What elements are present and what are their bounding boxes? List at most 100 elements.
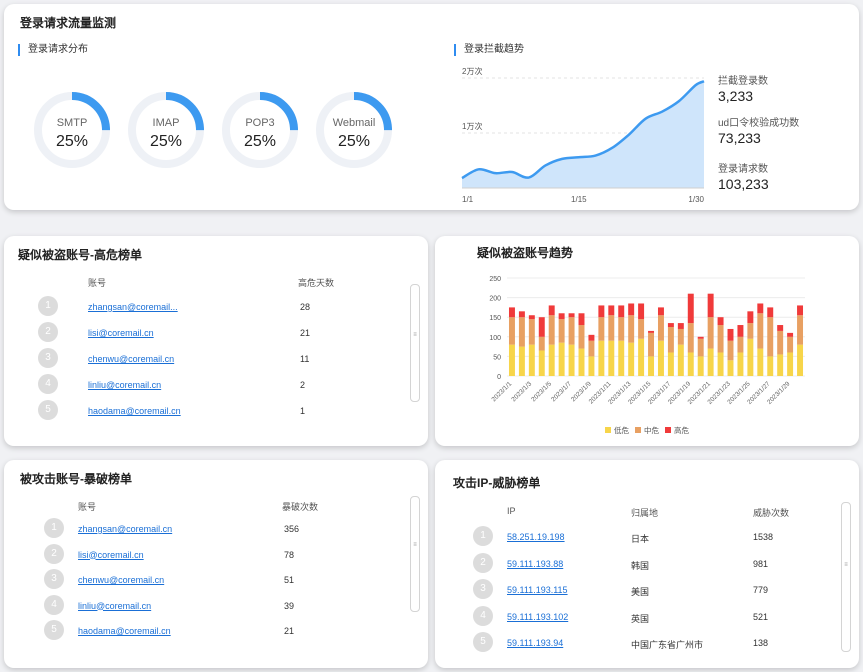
bar-segment <box>717 352 724 376</box>
bar-segment <box>528 344 535 376</box>
threat-count-value: 521 <box>753 611 769 622</box>
ip-link[interactable]: 59.111.193.115 <box>507 585 568 595</box>
trend-x-tick: 1/1 <box>462 195 474 204</box>
bar-segment <box>667 352 674 376</box>
rank-badge: 3 <box>38 348 58 368</box>
bar-segment <box>598 305 605 318</box>
bar-y-tick: 250 <box>489 276 501 283</box>
account-link[interactable]: haodama@coremail.cn <box>78 626 171 636</box>
brute-count-value: 21 <box>284 626 295 636</box>
threat-col-location: 归属地 <box>631 508 659 518</box>
bar-segment <box>568 313 575 318</box>
legend-swatch <box>665 427 671 433</box>
scroll-grip-icon[interactable]: ≡ <box>413 332 417 338</box>
ip-location-value: 韩国 <box>631 560 650 571</box>
donut-percent-value: 25% <box>243 133 277 150</box>
bar-segment <box>777 330 784 355</box>
high-risk-days-value: 1 <box>300 406 306 416</box>
rank-badge: 4 <box>473 605 493 626</box>
ip-link[interactable]: 59.111.193.94 <box>507 638 564 648</box>
bar-segment <box>757 313 764 349</box>
trend-x-tick: 1/15 <box>571 195 587 204</box>
scroll-grip-icon[interactable]: ≡ <box>413 542 417 548</box>
bar-segment <box>588 334 595 341</box>
donut-percent-value: 25% <box>149 133 183 150</box>
bar-segment <box>518 346 525 376</box>
donut-protocol-label: POP3 <box>245 117 275 129</box>
bar-segment <box>737 352 744 376</box>
brute-count-value: 356 <box>284 524 300 534</box>
bar-segment <box>757 348 764 376</box>
bar-segment <box>628 315 635 343</box>
donut-ring <box>316 92 392 168</box>
bar-segment <box>618 305 625 318</box>
bar-x-tick: 2023/1/1 <box>491 380 514 403</box>
traffic-monitor-title: 登录请求流量监测 <box>20 16 117 30</box>
threat-count-value: 138 <box>753 638 769 648</box>
donut-arc <box>34 92 110 168</box>
bar-segment <box>687 323 694 353</box>
donut-protocol-label: SMTP <box>56 117 88 129</box>
bar-segment <box>558 319 565 343</box>
bar-segment <box>618 340 625 376</box>
rank-badge: 5 <box>44 620 64 640</box>
donut-arc <box>222 92 298 168</box>
high-risk-scrollbar[interactable]: ≡ <box>410 284 420 402</box>
bar-segment <box>787 336 794 353</box>
account-link[interactable]: linliu@coremail.cn <box>88 380 162 390</box>
bar-segment <box>538 336 545 351</box>
threat-ip-title: 攻击IP-威胁榜单 <box>453 476 541 490</box>
ip-location-value: 日本 <box>631 534 650 544</box>
bar-segment <box>727 328 734 341</box>
ip-link[interactable]: 59.111.193.102 <box>507 611 569 622</box>
bar-segment <box>697 336 704 339</box>
bar-y-tick: 100 <box>489 335 501 342</box>
bar-segment <box>687 293 694 324</box>
ip-link[interactable]: 58.251.19.198 <box>507 532 565 542</box>
ip-link[interactable]: 59.111.193.88 <box>507 558 564 569</box>
bar-segment <box>588 356 595 376</box>
bar-segment <box>638 338 645 376</box>
bar-x-tick: 2023/1/3 <box>510 380 533 403</box>
brute-force-card: 被攻击账号-暴破榜单 账号 暴破次数 1 zhangsan@coremail.cn… <box>4 460 428 668</box>
bar-segment <box>707 348 714 376</box>
trend-y-tick: 2万次 <box>462 66 482 76</box>
account-link[interactable]: haodama@coremail.cn <box>88 406 181 416</box>
bar-segment <box>747 338 754 376</box>
bar-segment <box>737 336 744 353</box>
bar-segment <box>648 332 655 357</box>
account-link[interactable]: chenwu@coremail.cn <box>78 575 165 585</box>
account-link[interactable]: chenwu@coremail.cn <box>88 354 175 364</box>
high-risk-days-value: 11 <box>300 354 310 364</box>
high-risk-days-value: 2 <box>300 380 306 390</box>
bar-segment <box>717 325 724 353</box>
high-risk-card: 疑似被盗账号-高危榜单 账号 高危天数 1 zhangsan@coremail..… <box>4 236 428 446</box>
account-link[interactable]: lisi@coremail.cn <box>78 549 144 560</box>
account-link[interactable]: zhangsan@coremail... <box>88 302 178 312</box>
bar-segment <box>608 305 615 316</box>
bar-segment <box>568 317 575 345</box>
scroll-grip-icon[interactable]: ≡ <box>844 562 848 568</box>
bar-segment <box>598 340 605 376</box>
account-link[interactable]: linliu@coremail.cn <box>78 600 152 611</box>
brute-force-scrollbar[interactable]: ≡ <box>410 496 420 612</box>
ip-location-value: 中国广东省广州市 <box>631 640 704 650</box>
threat-ip-scrollbar[interactable]: ≡ <box>841 502 851 652</box>
bar-segment <box>797 344 804 376</box>
bar-segment <box>677 328 684 345</box>
bar-segment <box>508 344 515 376</box>
high-risk-days-value: 21 <box>300 328 311 338</box>
bar-segment <box>608 315 615 341</box>
bar-segment <box>787 332 794 337</box>
stat-verify-value: 73,233 <box>718 130 761 146</box>
bar-segment <box>638 303 645 320</box>
donut-1: SMTP 25% <box>32 90 112 170</box>
account-link[interactable]: zhangsan@coremail.cn <box>78 524 173 534</box>
bar-segment <box>548 315 555 345</box>
threat-count-value: 779 <box>753 585 769 595</box>
distribution-subtitle: 登录请求分布 <box>18 44 88 56</box>
account-link[interactable]: lisi@coremail.cn <box>88 328 154 338</box>
bar-segment <box>657 315 664 341</box>
bar-segment <box>707 293 714 318</box>
bar-y-tick: 200 <box>489 296 501 303</box>
